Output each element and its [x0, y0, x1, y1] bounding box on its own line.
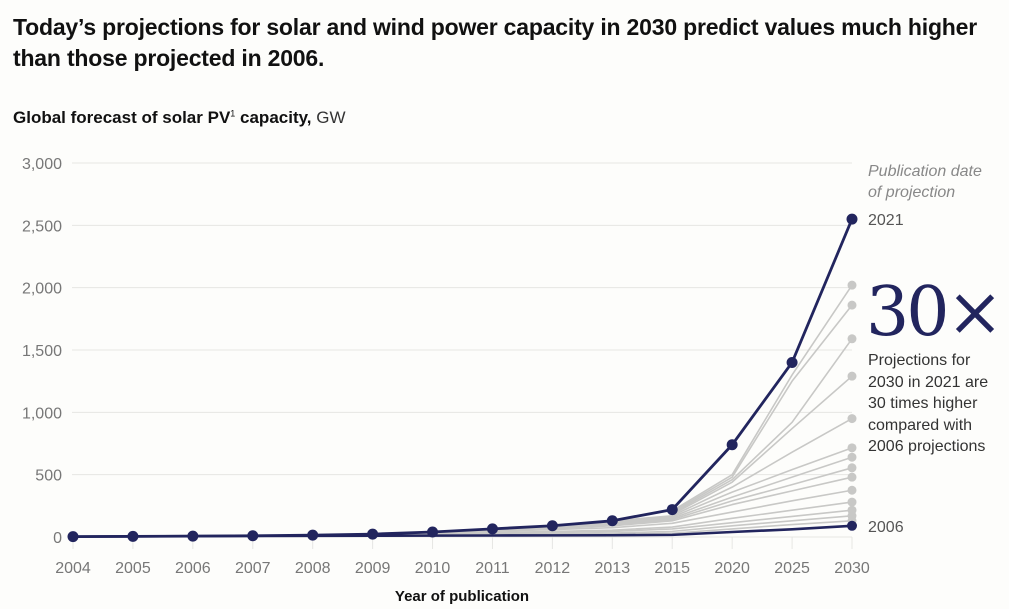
series-line-projection-d [671, 375, 853, 516]
subtitle-unit: GW [311, 108, 346, 127]
data-point-2021 [786, 356, 798, 368]
x-axis-label: Year of publication [395, 588, 529, 605]
x-tick-label: 2011 [475, 560, 510, 577]
x-tick-label: 2007 [235, 560, 271, 577]
annotation-text: Projections for 2030 in 2021 are 30 time… [868, 352, 989, 455]
y-tick-label: 2,000 [22, 281, 62, 298]
footnote-marker: 1 [230, 108, 236, 119]
data-point-2021 [486, 523, 498, 535]
y-tick-label: 1,500 [22, 343, 62, 360]
y-tick-label: 2,500 [22, 218, 62, 235]
data-point-2021 [127, 530, 139, 542]
series-line-projection-a [671, 284, 853, 512]
y-tick-label: 1,000 [22, 405, 62, 422]
x-tick-label: 2013 [595, 560, 631, 577]
data-point-projection-d [847, 371, 857, 381]
data-point-projection-b [847, 300, 857, 310]
end-label-2021: 2021 [868, 212, 904, 229]
x-tick-label: 2005 [115, 560, 151, 577]
series-line-2021 [72, 218, 854, 539]
x-tick-label: 2015 [654, 560, 690, 577]
data-point-2021 [67, 531, 79, 543]
data-point-projection-j [847, 485, 857, 495]
data-point-2021 [606, 515, 618, 527]
x-tick-label: 2025 [774, 560, 810, 577]
data-point-2021 [846, 213, 858, 225]
data-point-2021 [666, 504, 678, 516]
data-point-2021 [187, 530, 199, 542]
end-label-2006: 2006 [868, 519, 904, 536]
x-tick-label: 2020 [714, 560, 750, 577]
series-line-projection-e [612, 417, 853, 522]
y-axis-ticks: 0 500 1,000 1,500 2,000 2,500 3,000 [22, 156, 62, 547]
series-line-projection-l [432, 509, 853, 536]
x-tick-label: 2008 [295, 560, 331, 577]
data-point-projection-h [847, 463, 857, 473]
x-tick-label: 2006 [175, 560, 211, 577]
subtitle-bold: Global forecast of solar PV [13, 108, 231, 127]
x-tick-label: 2004 [55, 560, 91, 577]
data-point-2021 [726, 439, 738, 451]
x-axis-ticks: 2004 2005 2006 2007 2008 2009 2010 2011 2012 2013… [55, 537, 870, 577]
data-point-projection-k [847, 497, 857, 507]
series-line-projection-b [671, 304, 853, 513]
data-point-2006 [847, 520, 857, 531]
data-point-2021 [247, 530, 259, 542]
x-tick-label: 2012 [535, 560, 571, 577]
highlighted-projections [67, 213, 858, 543]
x-tick-label: 2009 [355, 560, 391, 577]
grid-lines [72, 162, 852, 538]
multiplier-callout: 30× [866, 273, 1004, 352]
x-tick-label: 2010 [415, 560, 451, 577]
chart-title: Today’s projections for solar and wind p… [13, 14, 977, 71]
data-point-2021 [546, 520, 558, 532]
data-point-2021 [427, 526, 439, 538]
x-tick-label: 2030 [834, 560, 870, 577]
data-point-projection-f [847, 443, 857, 453]
other-projections [252, 280, 857, 537]
legend-title-line2: of projection [868, 184, 955, 201]
y-tick-label: 3,000 [22, 156, 62, 173]
series-end-labels: 2021 2006 [868, 212, 904, 536]
y-tick-label: 500 [35, 468, 62, 485]
subtitle-bold-after: capacity, [235, 108, 312, 127]
data-point-projection-g [847, 452, 857, 462]
series-line-projection-c [671, 338, 853, 515]
data-point-projection-i [847, 472, 857, 482]
data-point-2021 [367, 528, 379, 540]
data-point-projection-c [847, 334, 857, 344]
data-point-projection-a [847, 280, 857, 290]
legend-title-line1: Publication date [868, 163, 982, 180]
data-point-2021 [307, 529, 319, 541]
data-point-projection-e [847, 414, 857, 424]
y-tick-label: 0 [53, 530, 62, 547]
chart-subtitle: Global forecast of solar PV1 capacity, G… [13, 108, 346, 128]
